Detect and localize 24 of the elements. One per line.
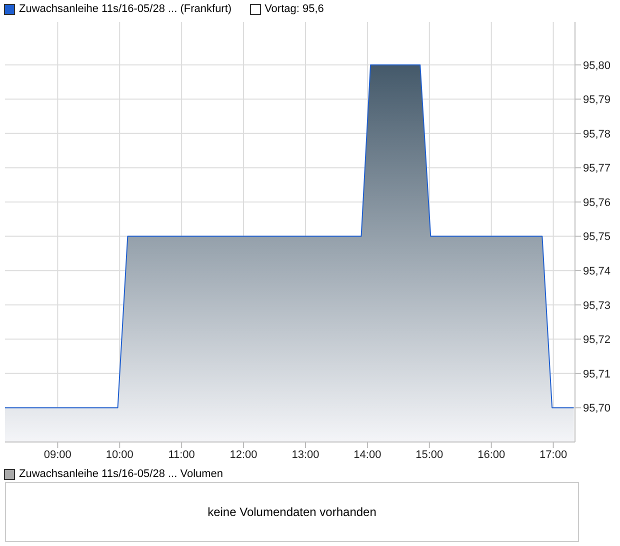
legend-label: Zuwachsanleihe 11s/16-05/28 ... (Frankfurt) <box>18 3 232 15</box>
text: Vortag: 95,6 <box>264 3 324 15</box>
x-tick-label: 10:00 <box>106 448 134 461</box>
x-tick-label: 13:00 <box>292 448 320 461</box>
text: keine Volumendaten vorhanden <box>208 505 376 519</box>
x-tick-label: 16:00 <box>478 448 506 461</box>
y-tick-label: 95,75 <box>583 231 611 244</box>
x-tick-label: 12:00 <box>230 448 258 461</box>
x-tick-label: 09:00 <box>44 448 72 461</box>
y-tick-label: 95,70 <box>583 402 611 415</box>
y-tick-label: 95,76 <box>583 196 611 209</box>
x-tick-label: 11:00 <box>168 448 195 461</box>
y-tick-label: 95,71 <box>583 368 611 380</box>
y-tick-label: 95,80 <box>583 60 611 72</box>
y-tick-label: 95,73 <box>583 300 611 312</box>
y-tick-label: 95,74 <box>583 265 611 278</box>
y-tick-label: 95,79 <box>583 94 611 106</box>
y-tick-label: 95,77 <box>583 162 611 175</box>
x-tick-label: 15:00 <box>416 448 444 461</box>
y-tick-label: 95,72 <box>583 334 611 346</box>
x-tick-label: 14:00 <box>354 448 382 461</box>
y-tick-label: 95,78 <box>583 128 611 140</box>
text: Zuwachsanleihe 11s/16-05/28 ... Volumen <box>18 467 224 482</box>
x-tick-label: 17:00 <box>540 448 568 461</box>
